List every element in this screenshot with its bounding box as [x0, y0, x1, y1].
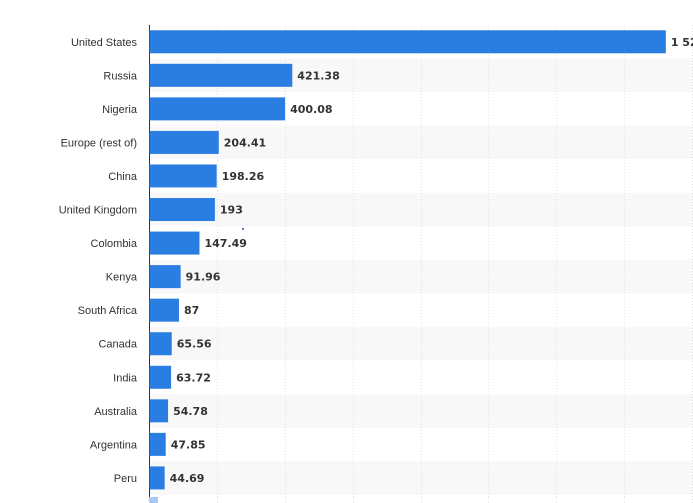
category-label: Australia — [94, 406, 138, 418]
value-label: 47.85 — [171, 438, 206, 451]
category-label: India — [113, 372, 138, 384]
value-label: 421.38 — [297, 69, 339, 82]
value-label: 44.69 — [170, 472, 205, 485]
partial-bar-offscreen — [149, 497, 158, 503]
category-label: China — [108, 171, 138, 183]
labels: United States 1 523.6 Russia 421.38 Nigeria 4… — [59, 36, 693, 485]
bar[interactable] — [149, 365, 172, 389]
bar[interactable] — [149, 332, 172, 356]
value-label: 87 — [184, 304, 199, 317]
value-label: 204.41 — [224, 136, 266, 149]
bar[interactable] — [149, 265, 181, 289]
row-bands — [149, 58, 693, 495]
bar[interactable] — [149, 198, 215, 222]
value-label: 198.26 — [222, 170, 265, 183]
bar[interactable] — [149, 164, 217, 188]
row-band — [149, 259, 693, 294]
bars — [149, 30, 666, 490]
value-label: 65.56 — [177, 338, 212, 351]
category-label: Russia — [103, 70, 138, 82]
stray-dot — [242, 228, 244, 230]
category-label: Europe (rest of) — [61, 137, 137, 149]
value-label: 91.96 — [186, 271, 221, 284]
category-label: United Kingdom — [59, 205, 137, 217]
bar[interactable] — [149, 298, 179, 322]
value-label: 147.49 — [204, 237, 246, 250]
value-label: 400.08 — [290, 103, 332, 116]
category-label: Nigeria — [102, 104, 138, 116]
bar[interactable] — [149, 432, 166, 456]
category-label: South Africa — [78, 305, 138, 317]
category-label: Colombia — [91, 238, 138, 250]
row-band — [149, 394, 693, 428]
bar[interactable] — [149, 399, 169, 423]
bar[interactable] — [149, 30, 666, 54]
category-label: Argentina — [90, 439, 138, 451]
bar[interactable] — [149, 466, 165, 490]
bar[interactable] — [149, 130, 219, 154]
value-label: 54.78 — [173, 405, 208, 418]
value-label: 193 — [220, 204, 243, 217]
value-label: 1 523.6 — [671, 36, 693, 49]
bar[interactable] — [149, 231, 200, 255]
value-label: 63.72 — [176, 371, 211, 384]
bar[interactable] — [149, 63, 293, 87]
category-label: Canada — [98, 339, 137, 351]
bar[interactable] — [149, 97, 286, 121]
category-label: Peru — [114, 473, 137, 485]
category-label: Kenya — [106, 272, 138, 284]
category-label: United States — [71, 37, 138, 49]
